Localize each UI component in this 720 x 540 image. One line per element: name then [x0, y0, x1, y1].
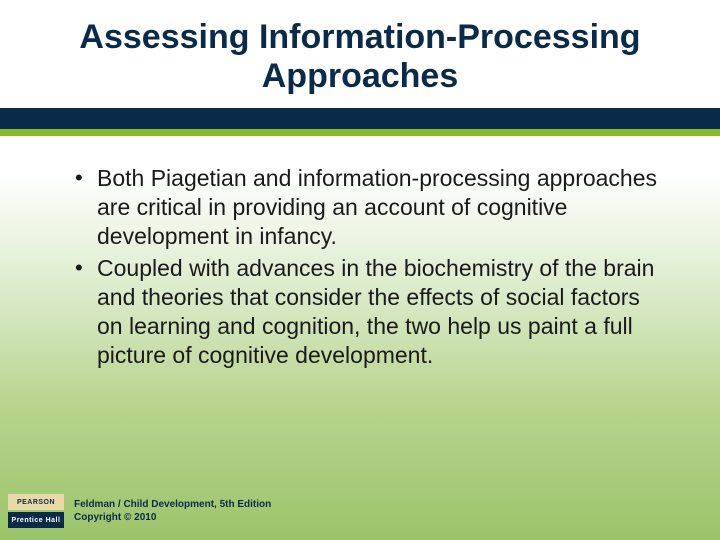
- footer-citation: Feldman / Child Development, 5th Edition: [74, 498, 271, 511]
- prentice-hall-logo: Prentice Hall: [8, 512, 64, 528]
- pearson-logo: PEARSON: [8, 494, 64, 510]
- bullet-list: Both Piagetian and information-processin…: [75, 164, 660, 369]
- publisher-logos: PEARSON Prentice Hall: [8, 494, 64, 528]
- content-area: Both Piagetian and information-processin…: [0, 136, 720, 369]
- accent-bar: [0, 108, 720, 136]
- title-area: Assessing Information-Processing Approac…: [0, 0, 720, 108]
- footer: PEARSON Prentice Hall Feldman / Child De…: [0, 494, 271, 528]
- bullet-item: Both Piagetian and information-processin…: [75, 164, 660, 250]
- slide-title: Assessing Information-Processing Approac…: [40, 18, 680, 96]
- footer-text: Feldman / Child Development, 5th Edition…: [74, 498, 271, 524]
- bullet-item: Coupled with advances in the biochemistr…: [75, 254, 660, 369]
- footer-copyright: Copyright © 2010: [74, 511, 271, 524]
